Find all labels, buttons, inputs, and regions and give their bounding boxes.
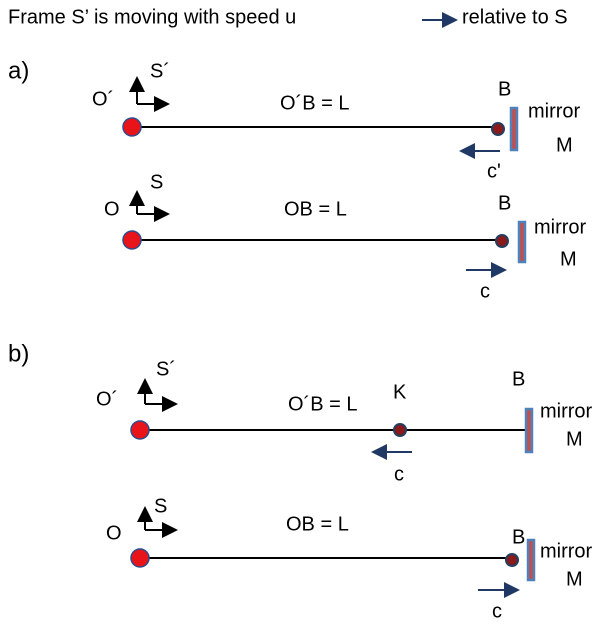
light-pulse [491, 122, 505, 136]
point-label: B [498, 78, 511, 100]
distance-label: O´B = L [280, 92, 349, 114]
title-before: Frame S’ is moving with speed u [8, 6, 296, 28]
origin [122, 117, 142, 137]
velocity-label: c [394, 463, 404, 485]
point-label: B [512, 368, 525, 390]
light-pulse [495, 234, 509, 248]
frame-axes [136, 80, 168, 104]
origin [130, 420, 150, 440]
point-label: B [498, 192, 511, 214]
row: O S OB = L B mirror M c [106, 495, 593, 622]
mirror-label: mirror [534, 216, 587, 238]
mirror-label: mirror [528, 100, 581, 122]
frame-label: S´ [156, 358, 176, 380]
frame-label: S´ [150, 60, 170, 82]
origin-label: O´ [96, 388, 118, 410]
mirror-letter: M [566, 568, 583, 590]
row: O S OB = L B mirror M c [104, 171, 587, 302]
mirror [526, 538, 536, 582]
title-after: relative to S [462, 6, 568, 28]
distance-label: OB = L [284, 198, 347, 220]
origin-label: O [106, 522, 122, 544]
light-pulse [505, 553, 519, 567]
velocity-label: c' [487, 160, 501, 182]
row: O´ S´ O´B = L K B mirror M c [96, 358, 593, 485]
velocity-label: c [492, 600, 502, 622]
mirror [509, 106, 519, 152]
panel-label: a) [8, 57, 29, 84]
origin [130, 548, 150, 568]
point-label: B [512, 526, 525, 548]
origin-label: O´ [92, 88, 114, 110]
panel-label: b) [8, 340, 29, 367]
mirror [517, 220, 527, 264]
distance-label: O´B = L [288, 393, 357, 415]
mirror-letter: M [566, 428, 583, 450]
velocity-label: c [480, 280, 490, 302]
pulse-label: K [393, 381, 407, 403]
mirror-label: mirror [540, 400, 593, 422]
mirror-letter: M [560, 248, 577, 270]
mirror-label: mirror [540, 540, 593, 562]
light-pulse [393, 423, 407, 437]
mirror-letter: M [556, 134, 573, 156]
origin [122, 230, 142, 250]
mirror [524, 407, 534, 454]
origin-label: O [104, 198, 120, 220]
distance-label: OB = L [286, 513, 349, 535]
frame-label: S [154, 495, 167, 517]
row: O´ S´ O´B = L B mirror M c' [92, 60, 581, 182]
frame-label: S [150, 171, 163, 193]
